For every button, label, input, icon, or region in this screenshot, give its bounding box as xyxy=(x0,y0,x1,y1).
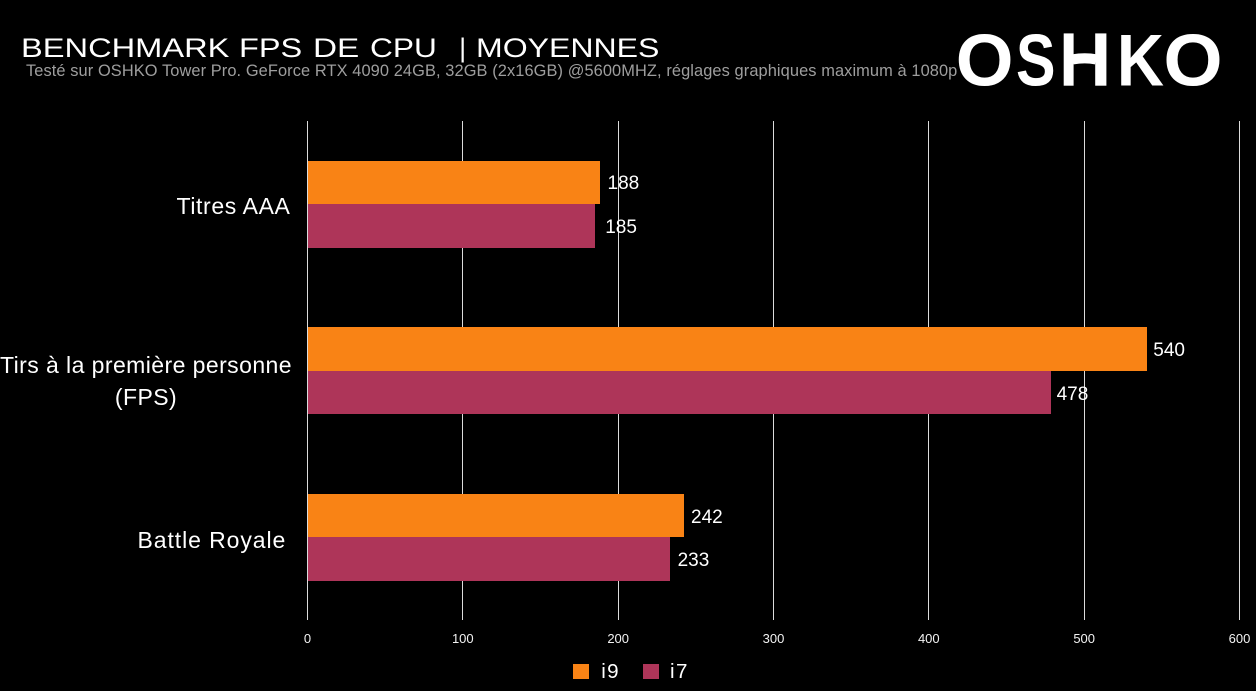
svg-text:O: O xyxy=(956,21,1014,100)
svg-text:O: O xyxy=(1163,21,1222,100)
svg-text:K: K xyxy=(1117,21,1164,100)
svg-text:S: S xyxy=(1016,21,1056,100)
